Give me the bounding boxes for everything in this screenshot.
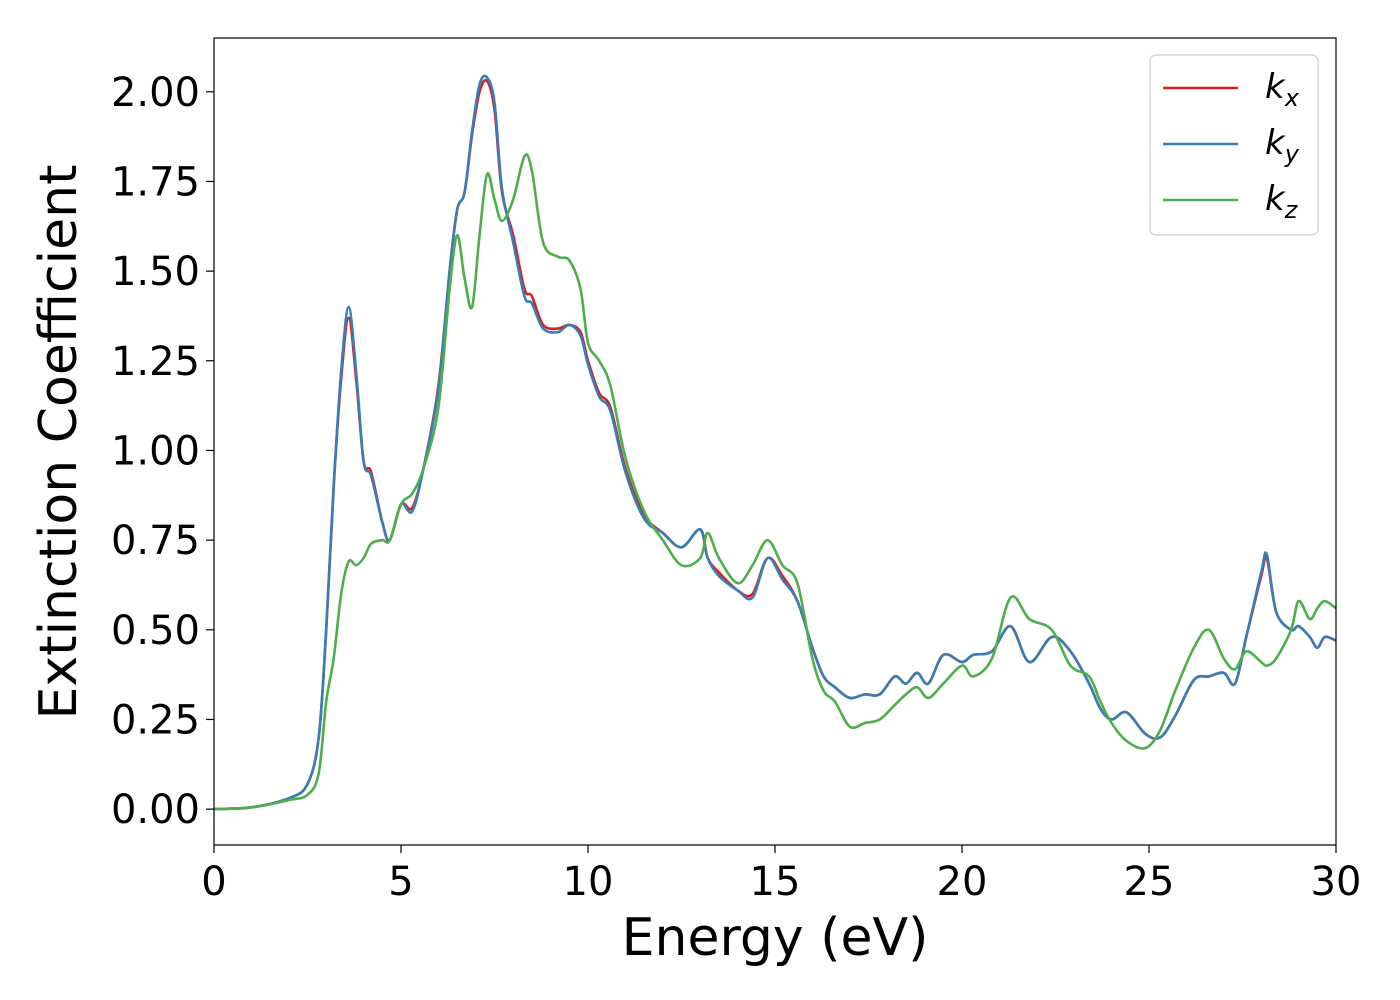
y-tick-label: 0.25 (111, 697, 200, 743)
x-tick-label: 5 (388, 859, 413, 905)
y-tick-label: 0.75 (111, 518, 200, 564)
x-tick-label: 20 (937, 859, 988, 905)
y-tick-label: 1.25 (111, 339, 200, 385)
x-tick-label: 10 (563, 859, 614, 905)
plot-area (213, 74, 1337, 811)
y-axis-label: Extinction Coefficient (29, 165, 89, 720)
x-axis-label: Energy (eV) (622, 908, 929, 968)
data-line (213, 153, 1337, 811)
x-tick-label: 30 (1311, 859, 1362, 905)
y-tick-label: 1.50 (111, 249, 200, 295)
x-tick-label: 0 (201, 859, 226, 905)
y-tick-label: 0.00 (111, 787, 200, 833)
y-tick-label: 0.50 (111, 608, 200, 654)
legend-label: ky (1265, 123, 1300, 168)
x-tick-label: 15 (750, 859, 801, 905)
y-tick-label: 1.75 (111, 159, 200, 205)
y-tick-label: 1.00 (111, 428, 200, 474)
x-tick-label: 25 (1124, 859, 1175, 905)
y-tick-label: 2.00 (111, 70, 200, 116)
